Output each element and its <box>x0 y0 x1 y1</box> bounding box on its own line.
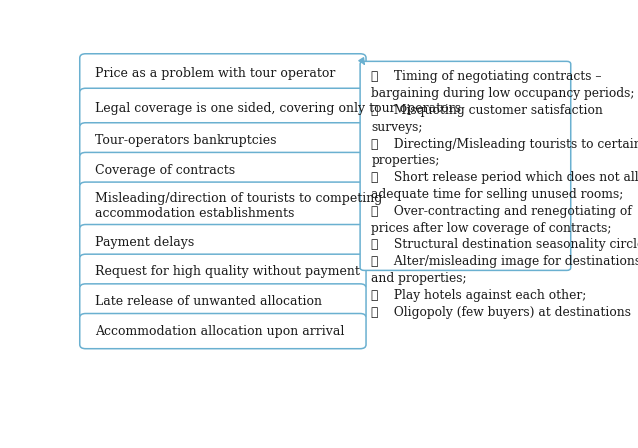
Text: Price as a problem with tour operator: Price as a problem with tour operator <box>94 67 335 80</box>
FancyBboxPatch shape <box>80 224 366 260</box>
Text: Payment delays: Payment delays <box>94 236 194 249</box>
FancyBboxPatch shape <box>80 254 366 289</box>
Text: Tour-operators bankruptcies: Tour-operators bankruptcies <box>94 134 276 147</box>
FancyBboxPatch shape <box>80 88 366 128</box>
Text: Legal coverage is one sided, covering only tour operators: Legal coverage is one sided, covering on… <box>94 102 461 115</box>
Text: Request for high quality without payment: Request for high quality without payment <box>94 265 359 278</box>
Text: Accommodation allocation upon arrival: Accommodation allocation upon arrival <box>94 325 344 338</box>
Text: ✓    Timing of negotiating contracts –
bargaining during low occupancy periods;
: ✓ Timing of negotiating contracts – barg… <box>371 70 638 319</box>
FancyBboxPatch shape <box>80 54 366 94</box>
FancyBboxPatch shape <box>80 182 366 230</box>
FancyBboxPatch shape <box>80 123 366 158</box>
Text: Coverage of contracts: Coverage of contracts <box>94 164 235 177</box>
FancyBboxPatch shape <box>360 61 571 271</box>
FancyBboxPatch shape <box>80 284 366 319</box>
FancyBboxPatch shape <box>80 314 366 349</box>
FancyBboxPatch shape <box>80 152 366 188</box>
Text: Misleading/direction of tourists to competing
accommodation establishments: Misleading/direction of tourists to comp… <box>94 192 382 220</box>
Text: Late release of unwanted allocation: Late release of unwanted allocation <box>94 295 322 308</box>
